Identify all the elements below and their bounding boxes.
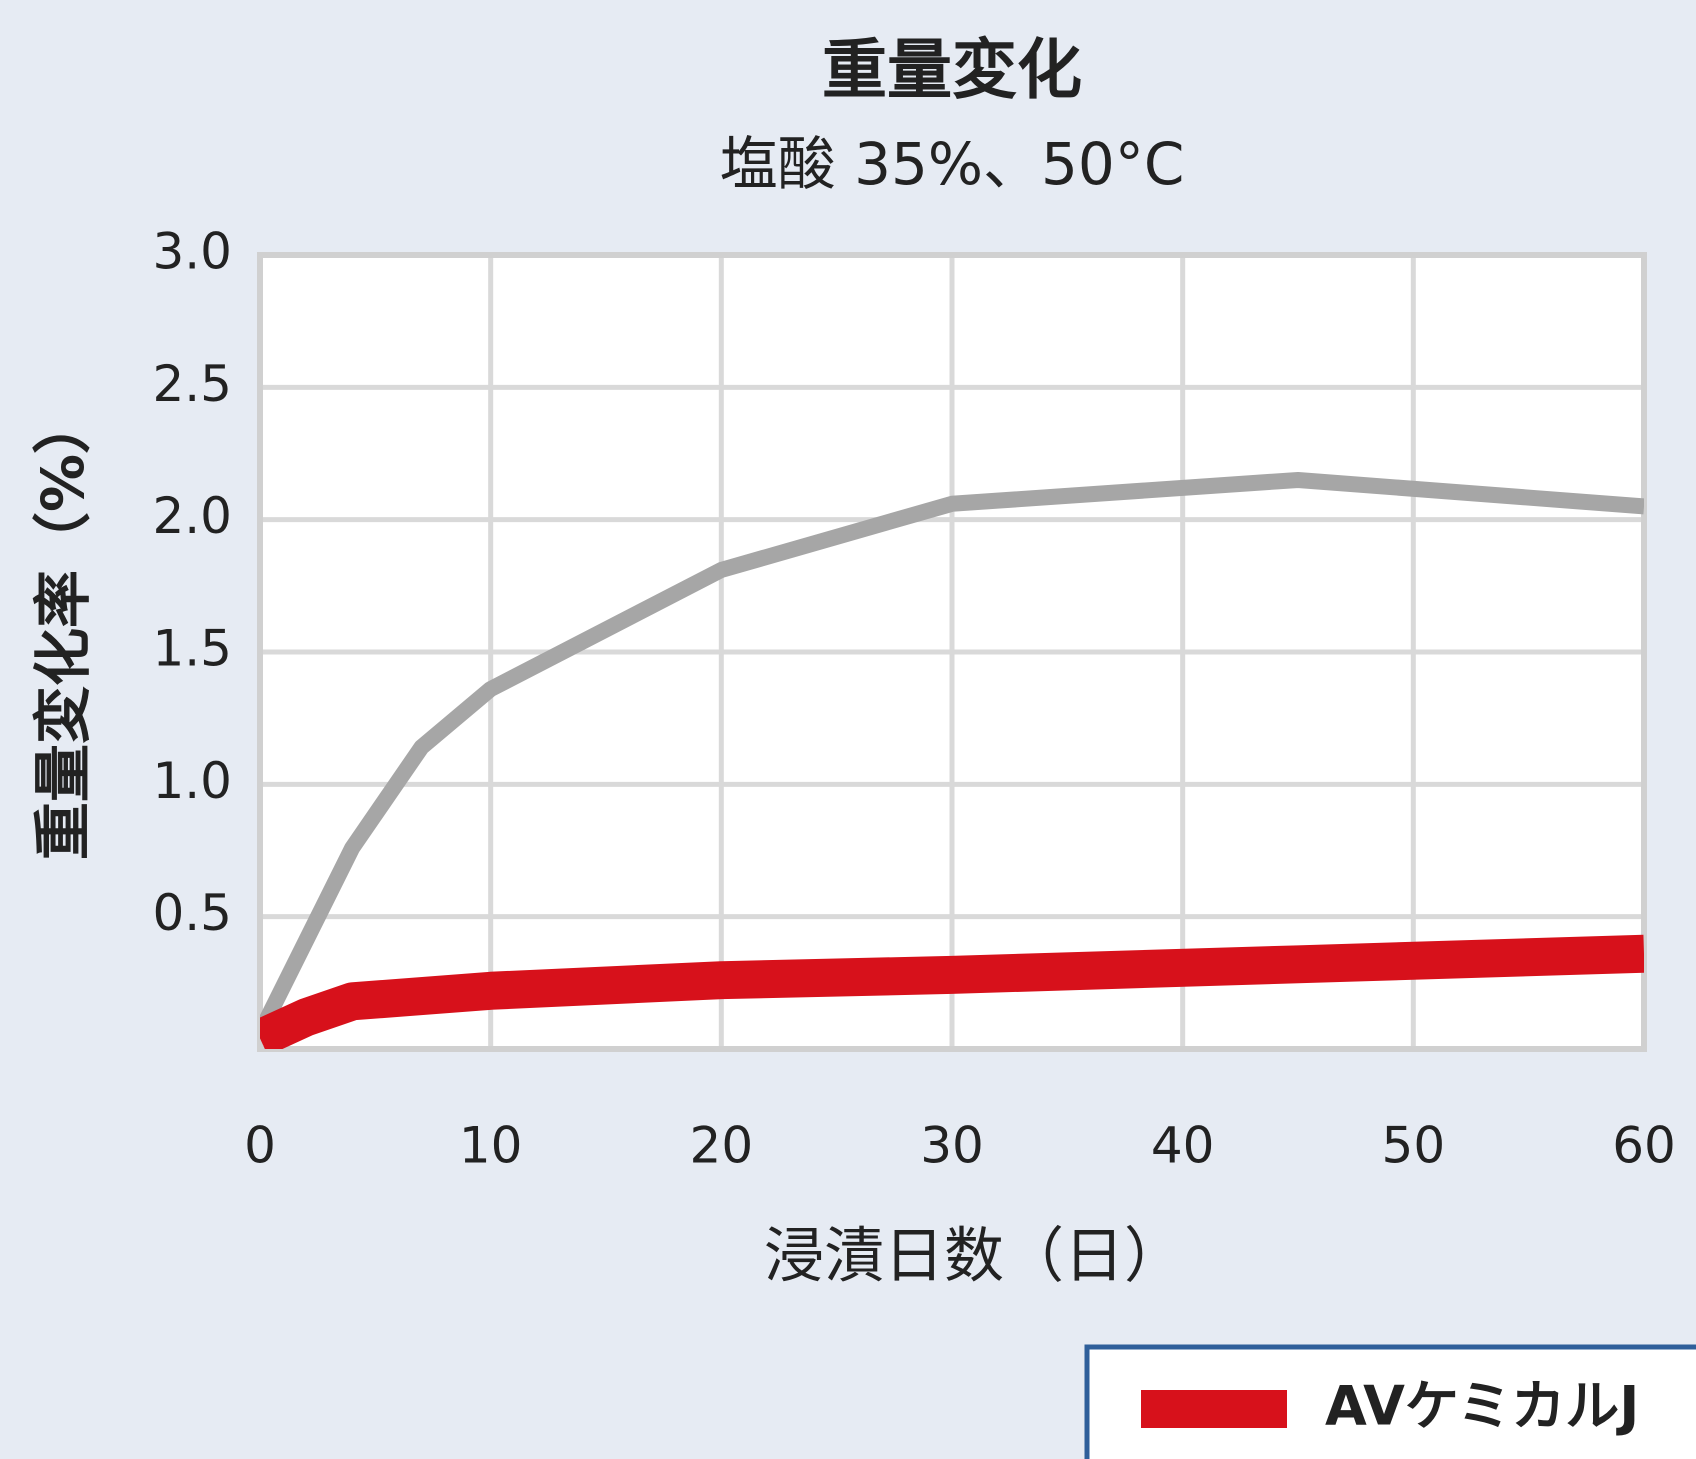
- y-tick-label: 0.5: [152, 884, 232, 942]
- legend-label: AVケミカルJ: [1325, 1375, 1639, 1438]
- line-series: [260, 471, 1644, 1037]
- chart-title: 重量変化: [822, 33, 1082, 108]
- x-axis-label: 浸漬日数（日）: [764, 1222, 1184, 1292]
- y-axis-label: 重量変化率（%）: [29, 396, 97, 860]
- x-tick-label: 30: [920, 1117, 984, 1175]
- legend-swatch: [1141, 1390, 1287, 1428]
- chart-subtitle: 塩酸 35%、50°C: [720, 130, 1185, 198]
- y-tick-label: 2.5: [152, 355, 232, 413]
- line-series: [260, 934, 1644, 1049]
- y-tick-label: 1.0: [152, 752, 232, 810]
- x-tick-label: 10: [459, 1117, 523, 1175]
- x-tick-label: 40: [1151, 1117, 1215, 1175]
- x-tick-label: 0: [244, 1117, 276, 1175]
- y-tick-label: 1.5: [152, 620, 232, 678]
- x-tick-label: 50: [1382, 1117, 1446, 1175]
- y-tick-label: 2.0: [152, 487, 232, 545]
- y-tick-label: 3.0: [152, 223, 232, 281]
- plot-frame: [257, 252, 1647, 1052]
- x-tick-label: 20: [690, 1117, 754, 1175]
- x-tick-label: 60: [1612, 1117, 1676, 1175]
